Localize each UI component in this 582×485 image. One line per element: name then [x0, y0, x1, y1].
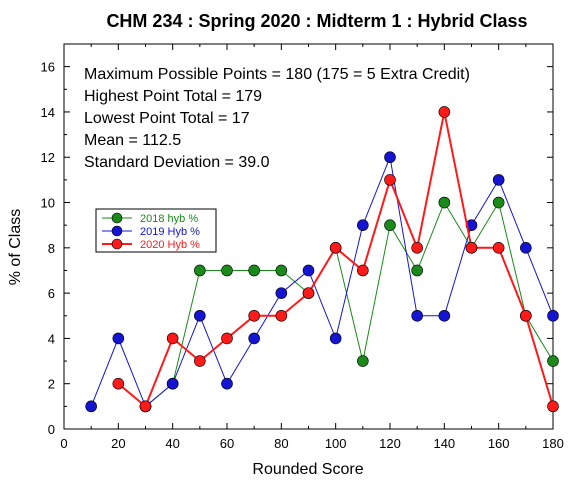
data-point: [302, 264, 315, 277]
data-point: [465, 242, 478, 254]
data-point: [547, 400, 559, 413]
y-tick-label: 16: [41, 60, 55, 75]
x-tick-label: 120: [379, 436, 401, 451]
data-point: [221, 264, 233, 277]
data-point: [112, 332, 125, 345]
x-axis-title: Rounded Score: [252, 461, 363, 478]
y-axis-title: % of Class: [7, 209, 24, 285]
y-tick-label: 2: [48, 377, 55, 392]
data-point: [520, 309, 532, 322]
series-line: [90, 155, 554, 408]
x-tick-label: 20: [111, 436, 125, 451]
data-point: [329, 242, 342, 254]
data-point: [547, 355, 559, 367]
legend-label: 2020 Hyb %: [140, 239, 200, 251]
data-point: [357, 264, 369, 277]
legend: 2018 hyb %2019 Hyb %2020 Hyb %: [95, 208, 217, 253]
data-point: [302, 287, 315, 299]
x-tick-label: 40: [165, 436, 179, 451]
data-point: [329, 332, 342, 345]
legend-label: 2019 Hyb %: [140, 226, 200, 238]
y-tick-label: 8: [48, 241, 55, 256]
y-tick-label: 6: [48, 286, 55, 301]
data-point: [384, 219, 396, 231]
stats-line: Maximum Possible Points = 180 (175 = 5 E…: [84, 66, 470, 83]
data-point: [221, 332, 233, 345]
legend-label: 2018 hyb %: [140, 213, 198, 225]
stats-line: Highest Point Total = 179: [84, 88, 262, 105]
stats-line: Lowest Point Total = 17: [84, 110, 250, 127]
x-tick-label: 80: [274, 436, 288, 451]
data-point: [384, 151, 396, 164]
series-3: [112, 106, 559, 413]
data-point: [384, 174, 396, 186]
data-point: [520, 242, 532, 254]
chart-title: CHM 234 : Spring 2020 : Midterm 1 : Hybr…: [106, 11, 527, 31]
y-tick-label: 10: [41, 196, 55, 211]
legend-marker: [111, 238, 123, 250]
data-point: [438, 196, 451, 209]
data-point: [166, 332, 179, 345]
x-tick-label: 100: [325, 436, 347, 451]
data-point: [438, 309, 451, 322]
y-tick-label: 0: [48, 422, 55, 437]
y-tick-label: 4: [48, 331, 55, 346]
data-point: [357, 355, 369, 367]
stats-line: Standard Deviation = 39.0: [84, 154, 270, 171]
data-point: [248, 332, 260, 345]
data-point: [275, 264, 288, 277]
data-point: [248, 264, 260, 277]
x-tick-label: 60: [220, 436, 234, 451]
x-tick-label: 160: [488, 436, 510, 451]
data-point: [166, 377, 179, 390]
legend-marker: [111, 212, 123, 224]
data-point: [194, 355, 206, 367]
data-point: [275, 309, 288, 322]
legend-marker: [111, 225, 123, 237]
series-line: [145, 201, 554, 407]
data-point: [357, 219, 369, 231]
x-tick-label: 140: [433, 436, 455, 451]
data-point: [411, 264, 423, 277]
stats-annotation: Maximum Possible Points = 180 (175 = 5 E…: [84, 66, 470, 171]
data-point: [112, 377, 125, 390]
data-point: [248, 309, 260, 322]
series-2: [85, 151, 559, 413]
data-point: [194, 264, 206, 277]
stats-line: Mean = 112.5: [84, 132, 181, 149]
data-point: [492, 242, 505, 254]
data-point: [221, 377, 233, 390]
data-point: [438, 106, 451, 118]
data-point: [139, 400, 152, 413]
data-point: [411, 242, 423, 254]
data-point: [492, 174, 505, 186]
data-point: [411, 309, 423, 322]
x-tick-label: 180: [542, 436, 564, 451]
y-tick-label: 14: [41, 105, 55, 120]
series-layer: [85, 106, 559, 413]
data-point: [492, 196, 505, 209]
data-point: [194, 309, 206, 322]
x-tick-label: 0: [60, 436, 67, 451]
data-point: [275, 287, 288, 299]
axes: 0 20 40 60 80 100 120 140 160 180 0 2 4 6 8 10 12 14 16: [41, 43, 564, 451]
data-point: [547, 309, 559, 322]
y-tick-label: 12: [41, 150, 55, 165]
data-point: [85, 400, 97, 413]
